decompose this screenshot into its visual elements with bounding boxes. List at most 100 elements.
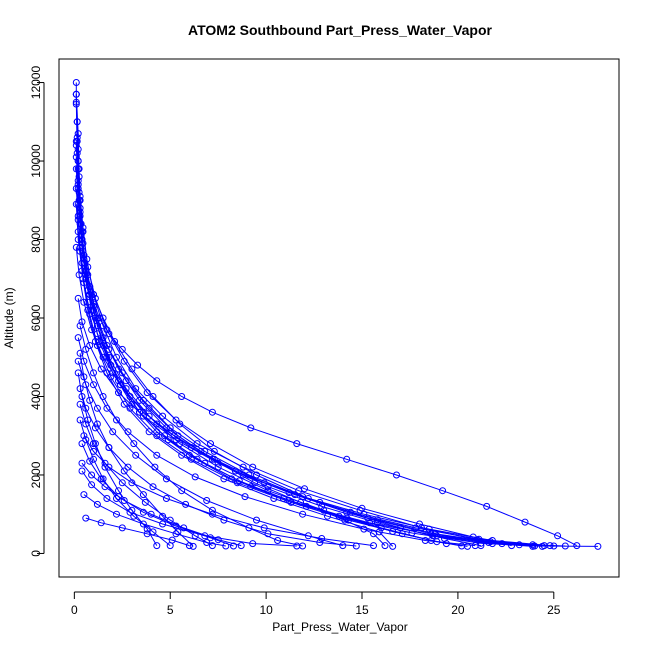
data-point-marker — [139, 520, 147, 528]
data-point-marker — [253, 516, 260, 524]
data-point-marker — [126, 508, 134, 516]
data-point-marker — [487, 538, 494, 546]
data-point-marker — [86, 342, 94, 349]
data-point-marker — [264, 530, 272, 538]
y-tick-label: 12000 — [29, 66, 43, 100]
data-point-marker — [245, 524, 253, 532]
data-point-marker — [76, 196, 84, 204]
data-point-marker — [483, 502, 491, 510]
data-point-marker — [80, 298, 88, 306]
data-point-marker — [76, 349, 84, 357]
data-point-marker — [178, 451, 186, 459]
data-point-marker — [439, 487, 447, 495]
data-point-marker — [93, 322, 101, 330]
x-axis: 0 5 10 15 20 25 — [71, 591, 561, 617]
data-point-marker — [147, 510, 155, 518]
data-point-marker — [93, 404, 101, 412]
data-point-marker — [97, 365, 105, 373]
data-point-marker — [178, 487, 186, 495]
data-point-marker — [145, 404, 153, 412]
series-profile-2 — [72, 90, 516, 550]
data-point-marker — [239, 463, 247, 471]
data-point-marker — [101, 483, 109, 491]
series-line — [79, 388, 357, 547]
data-point-marker — [101, 459, 109, 467]
data-point-marker — [149, 393, 157, 400]
data-point-marker — [149, 483, 157, 491]
data-point-marker — [113, 416, 120, 424]
data-point-marker — [145, 428, 153, 436]
data-point-marker — [105, 345, 113, 353]
data-point-marker — [88, 326, 96, 334]
y-axis-label: Altitude (m) — [2, 287, 16, 348]
data-point-marker — [74, 294, 82, 302]
data-point-marker — [93, 330, 101, 338]
data-point-marker — [107, 361, 115, 369]
data-point-marker — [105, 444, 113, 451]
data-point-marker — [412, 524, 420, 532]
data-point-marker — [103, 404, 111, 412]
data-point-marker — [97, 519, 105, 527]
data-point-marker — [139, 491, 147, 499]
series-profile-30 — [74, 334, 479, 550]
data-point-marker — [260, 524, 268, 532]
data-point-marker — [126, 393, 134, 400]
data-point-marker — [251, 479, 259, 487]
data-point-marker — [182, 500, 190, 508]
data-point-marker — [208, 408, 216, 416]
data-point-marker — [90, 455, 97, 463]
data-point-marker — [128, 365, 136, 373]
data-point-marker — [139, 396, 147, 404]
data-point-marker — [128, 479, 136, 487]
data-point-marker — [178, 393, 186, 400]
data-point-marker — [76, 400, 84, 408]
series-profile-28 — [72, 90, 602, 550]
data-point-marker — [141, 498, 149, 506]
data-point-marker — [84, 298, 92, 306]
data-point-marker — [82, 345, 90, 353]
data-point-marker — [222, 542, 230, 550]
data-point-marker — [122, 377, 130, 385]
data-point-marker — [189, 542, 197, 550]
data-point-marker — [143, 530, 151, 538]
data-point-marker — [352, 542, 360, 550]
data-point-marker — [75, 165, 83, 173]
series-line — [77, 361, 343, 547]
data-point-marker — [249, 463, 257, 471]
series-line — [77, 337, 476, 547]
series-profile-29 — [74, 357, 347, 550]
series-profile-22 — [76, 400, 216, 550]
data-point-marker — [82, 404, 90, 412]
data-point-marker — [82, 420, 90, 428]
data-point-marker — [458, 542, 466, 550]
data-point-marker — [120, 467, 128, 475]
data-point-marker — [72, 153, 80, 161]
data-point-marker — [113, 510, 120, 518]
data-point-marker — [170, 432, 178, 440]
x-tick-label: 15 — [355, 603, 369, 617]
data-point-marker — [176, 420, 184, 428]
series-profile-6 — [73, 118, 523, 549]
data-point-marker — [103, 353, 111, 361]
data-point-marker — [360, 510, 368, 518]
data-point-marker — [105, 463, 113, 471]
data-point-marker — [285, 489, 293, 497]
data-point-marker — [531, 542, 539, 550]
data-point-marker — [74, 369, 82, 377]
data-point-marker — [159, 520, 167, 528]
data-point-marker — [74, 157, 82, 165]
data-point-marker — [86, 291, 94, 298]
series-profile-13 — [76, 322, 307, 550]
data-point-marker — [381, 542, 389, 550]
data-point-marker — [118, 369, 126, 377]
data-point-marker — [103, 495, 111, 502]
data-point-marker — [124, 428, 132, 436]
y-tick-label: 4000 — [29, 383, 43, 410]
data-point-marker — [99, 353, 107, 361]
data-point-marker — [139, 412, 147, 420]
series-line — [79, 247, 543, 547]
data-point-marker — [293, 440, 301, 448]
data-point-marker — [124, 463, 132, 471]
data-point-marker — [90, 447, 97, 455]
